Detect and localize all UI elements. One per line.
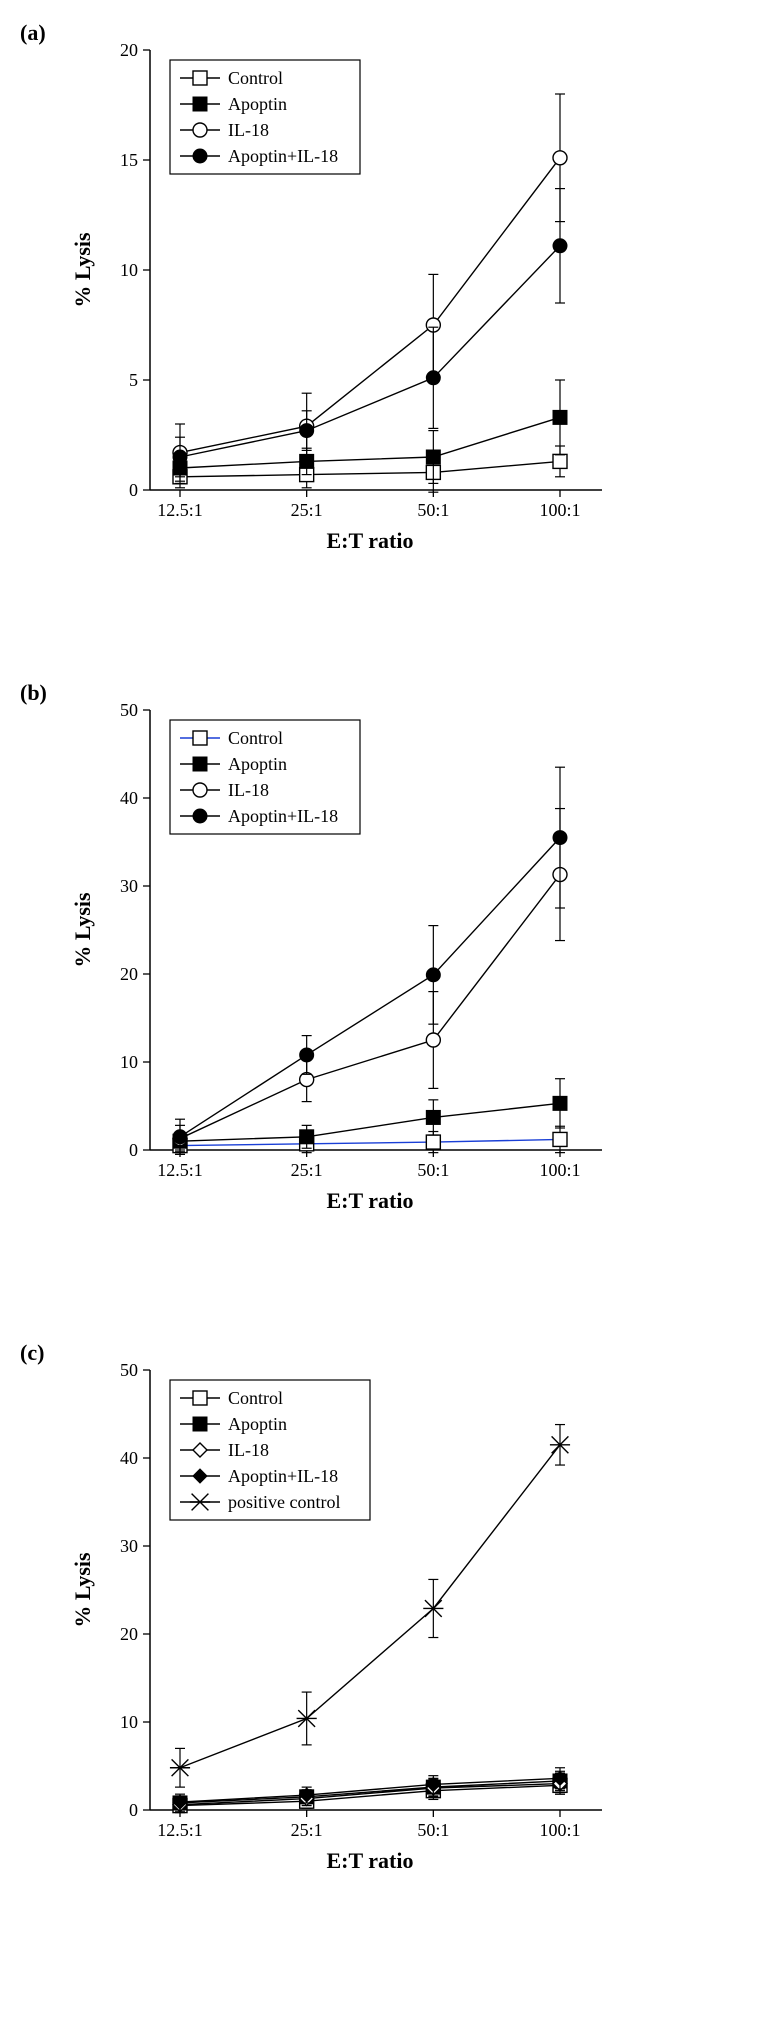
panel-label: (b) xyxy=(20,680,47,706)
legend-item-label: Control xyxy=(228,1388,283,1408)
legend-item-label: Apoptin+IL-18 xyxy=(228,806,338,826)
legend-item-label: Control xyxy=(228,68,283,88)
svg-text:E:T ratio: E:T ratio xyxy=(327,1848,414,1873)
svg-text:25:1: 25:1 xyxy=(291,1160,323,1180)
svg-text:% Lysis: % Lysis xyxy=(70,892,95,968)
chart-b: 0 10 20 30 40 50 12.5:1 25:1 50:1 100:1 E:T ratio%… xyxy=(20,680,700,1300)
legend-item-label: Apoptin xyxy=(228,1414,287,1434)
svg-text:50:1: 50:1 xyxy=(417,1820,449,1840)
legend: Control Apoptin IL-18 Apoptin+IL-18 positive… xyxy=(170,1380,370,1520)
panel-c: (c) 0 10 20 30 40 50 12.5:1 25:1 50:1 100:1 E:T rat… xyxy=(20,1340,756,1960)
svg-text:10: 10 xyxy=(120,1052,138,1072)
svg-text:10: 10 xyxy=(120,260,138,280)
svg-text:30: 30 xyxy=(120,1536,138,1556)
legend-item-label: Control xyxy=(228,728,283,748)
svg-text:20: 20 xyxy=(120,1624,138,1644)
legend-item-label: Apoptin+IL-18 xyxy=(228,146,338,166)
chart-a: 0 5 10 15 20 12.5:1 25:1 50:1 100:1 E:T ratio % Ly… xyxy=(20,20,700,640)
panel-b: (b) 0 10 20 30 40 50 12.5:1 25:1 50:1 100:1 E:T rat… xyxy=(20,680,756,1300)
svg-text:E:T ratio: E:T ratio xyxy=(327,528,414,553)
legend-item-label: positive control xyxy=(228,1492,340,1512)
legend-item-label: IL-18 xyxy=(228,780,269,800)
panel-label: (c) xyxy=(20,1340,44,1366)
svg-text:% Lysis: % Lysis xyxy=(70,232,95,308)
svg-text:40: 40 xyxy=(120,788,138,808)
svg-text:0: 0 xyxy=(129,1140,138,1160)
svg-text:12.5:1: 12.5:1 xyxy=(157,1160,203,1180)
legend-item-label: Apoptin xyxy=(228,754,287,774)
legend-item-label: IL-18 xyxy=(228,120,269,140)
figure-container: (a) 0 5 10 15 20 12.5:1 25:1 50:1 100:1 E:T ratio%… xyxy=(20,20,756,1960)
legend-item-label: Apoptin+IL-18 xyxy=(228,1466,338,1486)
svg-text:% Lysis: % Lysis xyxy=(70,1552,95,1628)
legend-item-label: Apoptin xyxy=(228,94,287,114)
svg-text:25:1: 25:1 xyxy=(291,1820,323,1840)
svg-text:15: 15 xyxy=(120,150,138,170)
svg-text:25:1: 25:1 xyxy=(291,500,323,520)
svg-text:100:1: 100:1 xyxy=(539,500,580,520)
legend-item-label: IL-18 xyxy=(228,1440,269,1460)
svg-text:50: 50 xyxy=(120,700,138,720)
svg-text:40: 40 xyxy=(120,1448,138,1468)
svg-text:100:1: 100:1 xyxy=(539,1820,580,1840)
svg-text:10: 10 xyxy=(120,1712,138,1732)
svg-text:100:1: 100:1 xyxy=(539,1160,580,1180)
svg-text:20: 20 xyxy=(120,964,138,984)
svg-text:20: 20 xyxy=(120,40,138,60)
svg-text:12.5:1: 12.5:1 xyxy=(157,500,203,520)
svg-text:E:T ratio: E:T ratio xyxy=(327,1188,414,1213)
svg-text:12.5:1: 12.5:1 xyxy=(157,1820,203,1840)
panel-a: (a) 0 5 10 15 20 12.5:1 25:1 50:1 100:1 E:T ratio%… xyxy=(20,20,756,640)
chart-c: 0 10 20 30 40 50 12.5:1 25:1 50:1 100:1 E:T ratio%… xyxy=(20,1340,700,1960)
svg-text:0: 0 xyxy=(129,1800,138,1820)
svg-text:30: 30 xyxy=(120,876,138,896)
svg-text:50: 50 xyxy=(120,1360,138,1380)
svg-text:50:1: 50:1 xyxy=(417,500,449,520)
legend: Control Apoptin IL-18 Apoptin+IL-18 xyxy=(170,720,360,834)
svg-text:5: 5 xyxy=(129,370,138,390)
svg-text:0: 0 xyxy=(129,480,138,500)
panel-label: (a) xyxy=(20,20,46,46)
legend: Control Apoptin IL-18 Apoptin+IL-18 xyxy=(170,60,360,174)
svg-text:50:1: 50:1 xyxy=(417,1160,449,1180)
